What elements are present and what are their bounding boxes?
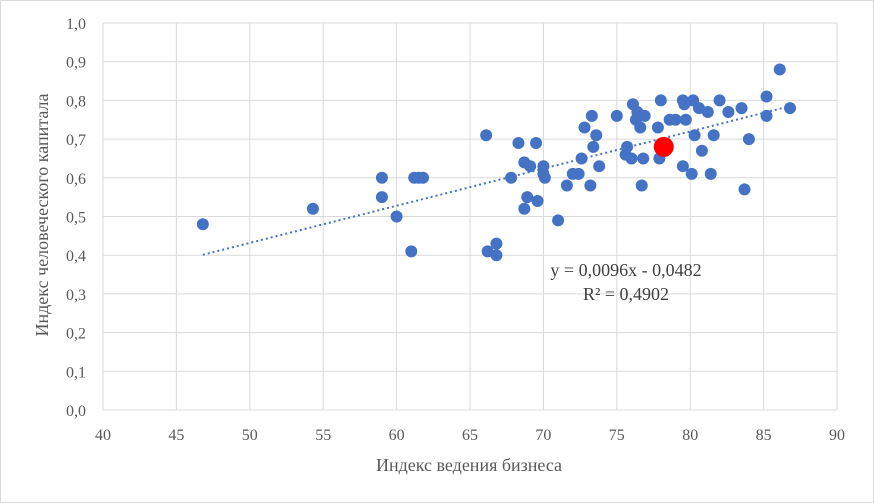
data-point — [760, 109, 773, 122]
x-tick-label: 60 — [389, 427, 405, 444]
y-tick-labels: 0,0 0,1 0,2 0,3 0,4 0,5 0,6 0,7 0,8 0,9 1,0 — [66, 16, 86, 420]
x-tick-label: 50 — [242, 427, 258, 444]
y-axis-title: Индекс человеческого капитала — [32, 94, 52, 337]
data-point — [784, 102, 797, 115]
y-tick-label: 0,9 — [66, 55, 86, 72]
x-tick-label: 90 — [829, 427, 845, 444]
data-point — [375, 191, 388, 204]
data-point — [735, 102, 748, 115]
data-point — [521, 191, 534, 204]
data-point — [760, 90, 773, 103]
data-point — [635, 179, 648, 192]
x-tick-labels: 40 45 50 55 60 65 70 75 80 85 90 — [95, 427, 845, 444]
data-point — [196, 218, 209, 231]
data-point — [701, 106, 714, 119]
y-tick-label: 0,2 — [66, 326, 86, 343]
data-point — [679, 113, 692, 126]
highlight-point-group — [653, 136, 674, 157]
data-point — [707, 129, 720, 142]
x-tick-label: 70 — [535, 427, 551, 444]
data-point — [390, 210, 403, 223]
data-point — [722, 106, 735, 119]
data-point — [505, 171, 518, 184]
data-point — [538, 171, 551, 184]
data-point — [654, 94, 667, 107]
x-tick-label: 65 — [462, 427, 478, 444]
data-point — [490, 237, 503, 250]
highlight-point — [653, 136, 674, 157]
data-points — [196, 63, 797, 262]
y-tick-label: 0,8 — [66, 93, 86, 110]
data-point — [405, 245, 418, 258]
data-point — [773, 63, 786, 76]
y-tick-label: 0,0 — [66, 403, 86, 420]
data-point — [610, 109, 623, 122]
trendline — [202, 105, 791, 256]
y-tick-label: 0,5 — [66, 210, 86, 227]
x-tick-label: 40 — [95, 427, 111, 444]
y-tick-label: 1,0 — [66, 16, 86, 33]
data-point — [621, 140, 634, 153]
data-point — [742, 133, 755, 146]
data-point — [417, 171, 430, 184]
data-point — [590, 129, 603, 142]
trendline-path — [202, 105, 791, 256]
data-point — [695, 144, 708, 157]
y-tick-label: 0,3 — [66, 287, 86, 304]
x-tick-label: 55 — [315, 427, 331, 444]
data-point — [530, 136, 543, 149]
x-tick-label: 45 — [168, 427, 184, 444]
y-tick-label: 0,1 — [66, 364, 86, 381]
x-axis-title: Индекс ведения бизнеса — [376, 455, 562, 475]
data-point — [306, 202, 319, 215]
data-point — [738, 183, 751, 196]
data-point — [524, 160, 537, 173]
x-tick-label: 85 — [756, 427, 772, 444]
r-squared-label: R² = 0,4902 — [583, 284, 669, 304]
data-point — [480, 129, 493, 142]
data-point — [688, 129, 701, 142]
gridlines — [102, 22, 838, 411]
x-tick-label: 75 — [609, 427, 625, 444]
data-point — [572, 167, 585, 180]
data-point — [512, 136, 525, 149]
data-point — [585, 109, 598, 122]
data-point — [676, 160, 689, 173]
data-point — [634, 121, 647, 134]
data-point — [669, 113, 682, 126]
data-point — [704, 167, 717, 180]
data-point — [587, 140, 600, 153]
data-point — [593, 160, 606, 173]
data-point — [637, 152, 650, 165]
data-point — [584, 179, 597, 192]
data-point — [625, 152, 638, 165]
data-point — [651, 121, 664, 134]
trendline-equation: y = 0,0096x - 0,0482 — [550, 260, 701, 280]
data-point — [531, 195, 544, 208]
data-point — [575, 152, 588, 165]
data-point — [560, 179, 573, 192]
y-tick-label: 0,4 — [66, 248, 86, 265]
data-point — [713, 94, 726, 107]
data-point — [490, 249, 503, 262]
data-point — [578, 121, 591, 134]
data-point — [518, 202, 531, 215]
data-point — [685, 167, 698, 180]
data-point — [638, 109, 651, 122]
x-tick-label: 80 — [682, 427, 698, 444]
data-point — [375, 171, 388, 184]
y-tick-label: 0,7 — [66, 132, 86, 149]
data-point — [552, 214, 565, 227]
y-tick-label: 0,6 — [66, 171, 86, 188]
